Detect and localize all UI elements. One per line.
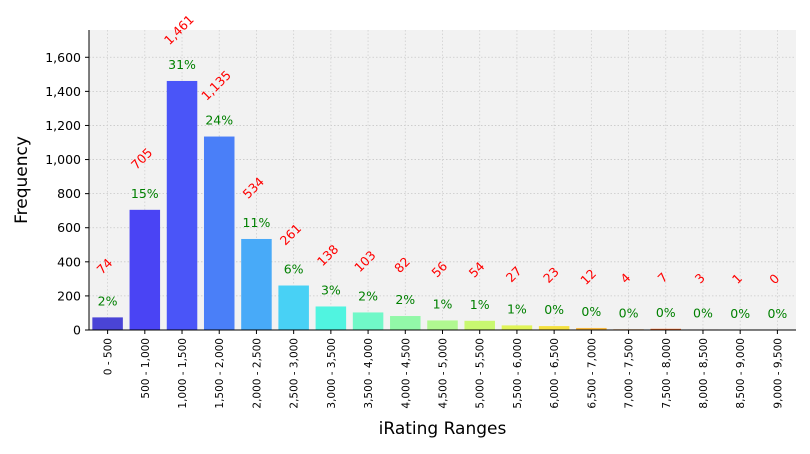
y-tick-label: 1,600 xyxy=(45,50,81,65)
x-tick-label: 500 - 1,000 xyxy=(140,338,152,399)
bar xyxy=(204,137,235,330)
y-tick-label: 400 xyxy=(57,254,81,269)
percent-label: 2% xyxy=(98,293,118,308)
x-tick-label: 6,500 - 7,000 xyxy=(586,338,598,409)
bar xyxy=(464,321,495,330)
x-tick-label: 0 - 500 xyxy=(103,338,115,375)
x-tick-label: 1,000 - 1,500 xyxy=(177,338,189,409)
x-tick-label: 5,500 - 6,000 xyxy=(512,338,524,409)
y-tick-label: 1,400 xyxy=(45,84,81,99)
bar xyxy=(92,317,123,330)
x-tick-label: 5,000 - 5,500 xyxy=(475,338,487,409)
percent-label: 1% xyxy=(507,301,527,316)
bar xyxy=(502,325,533,330)
x-tick-label: 1,500 - 2,000 xyxy=(214,338,226,409)
percent-label: 1% xyxy=(433,296,453,311)
x-tick-label: 6,000 - 6,500 xyxy=(549,338,561,409)
bar xyxy=(130,210,161,330)
x-axis-title: iRating Ranges xyxy=(379,419,507,439)
x-tick-label: 8,000 - 8,500 xyxy=(698,338,710,409)
y-tick-label: 1,200 xyxy=(45,118,81,133)
y-axis-title: Frequency xyxy=(12,136,32,224)
percent-label: 0% xyxy=(693,305,713,320)
percent-label: 15% xyxy=(131,186,159,201)
y-tick-label: 200 xyxy=(57,288,81,303)
bar xyxy=(353,312,384,330)
x-tick-label: 2,000 - 2,500 xyxy=(251,338,263,409)
percent-label: 0% xyxy=(581,304,601,319)
bar xyxy=(539,326,570,330)
percent-label: 2% xyxy=(395,292,415,307)
percent-label: 1% xyxy=(470,297,490,312)
y-tick-label: 800 xyxy=(57,186,81,201)
bar xyxy=(390,316,421,330)
x-tick-label: 8,500 - 9,000 xyxy=(735,338,747,409)
bar xyxy=(278,286,309,330)
x-tick-label: 2,500 - 3,000 xyxy=(289,338,301,409)
x-tick-label: 3,500 - 4,000 xyxy=(363,338,375,409)
x-tick-label: 4,000 - 4,500 xyxy=(400,338,412,409)
y-tick-label: 1,000 xyxy=(45,152,81,167)
x-tick-label: 3,000 - 3,500 xyxy=(326,338,338,409)
percent-label: 0% xyxy=(730,306,750,321)
x-tick-label: 9,000 - 9,500 xyxy=(772,338,784,409)
percent-label: 31% xyxy=(168,57,196,72)
percent-label: 0% xyxy=(544,302,564,317)
percent-label: 0% xyxy=(656,305,676,320)
x-tick-label: 4,500 - 5,000 xyxy=(438,338,450,409)
percent-label: 0% xyxy=(767,306,787,321)
y-tick-label: 600 xyxy=(57,220,81,235)
bar xyxy=(427,320,458,330)
bar xyxy=(167,81,198,330)
percent-label: 6% xyxy=(284,262,304,277)
y-tick-label: 0 xyxy=(73,323,81,338)
x-tick-label: 7,500 - 8,000 xyxy=(661,338,673,409)
percent-label: 3% xyxy=(321,282,341,297)
percent-label: 11% xyxy=(243,215,271,230)
percent-label: 2% xyxy=(358,288,378,303)
x-tick-label: 7,000 - 7,500 xyxy=(624,338,636,409)
bar xyxy=(316,306,347,330)
percent-label: 0% xyxy=(619,305,639,320)
percent-label: 24% xyxy=(205,113,233,128)
bar xyxy=(241,239,272,330)
